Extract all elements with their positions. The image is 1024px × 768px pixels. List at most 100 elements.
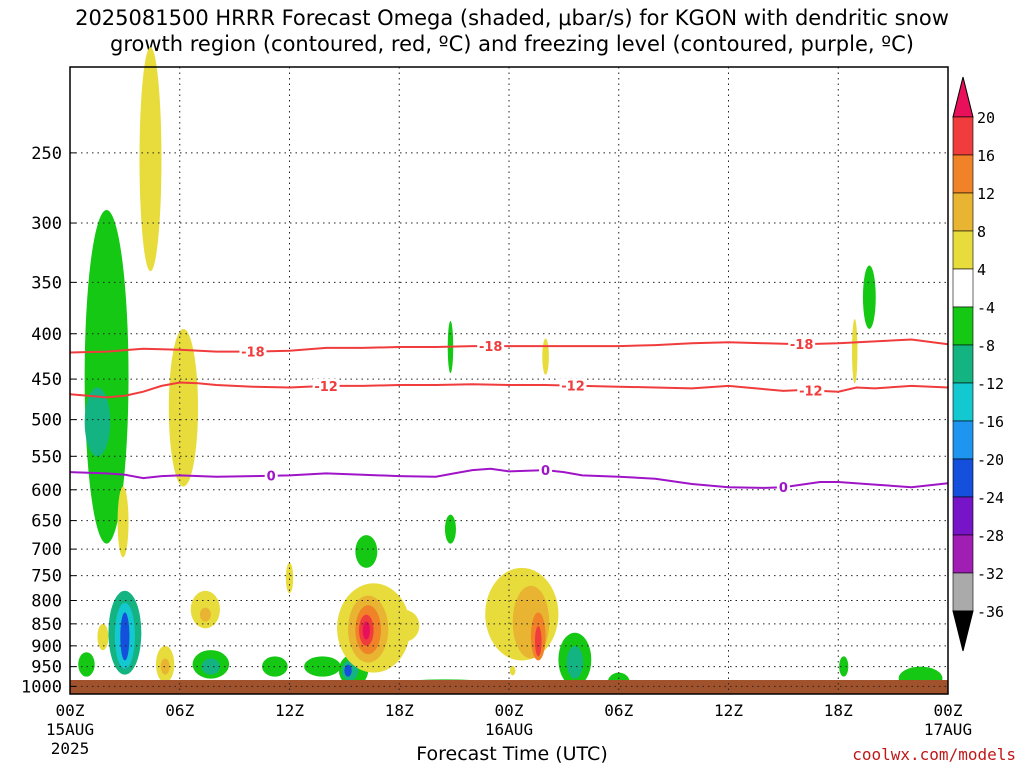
colorbar-swatch (952, 344, 974, 384)
colorbar-label: 8 (977, 223, 986, 241)
contour-label-bg (559, 378, 587, 393)
x-tick-date: 16AUG (485, 720, 533, 739)
chart-title-line-2: growth region (contoured, red, ºC) and f… (110, 32, 914, 56)
omega-region-3 (168, 328, 199, 487)
omega-region-0 (84, 209, 129, 544)
colorbar-label: -36 (977, 603, 1004, 621)
x-tick-date: 15AUG (46, 720, 94, 739)
omega-region-4 (117, 486, 129, 558)
x-tick-label: 12Z (275, 701, 304, 720)
colorbar-swatch (952, 382, 974, 422)
omega-region-11 (160, 658, 170, 675)
contour-line-0 (69, 338, 949, 354)
omega-region-9 (78, 652, 95, 677)
contour-label-bg (312, 378, 340, 393)
omega-region-13 (199, 607, 211, 622)
x-tick-label: 00Z (495, 701, 524, 720)
contour-label-bg (239, 344, 267, 359)
colorbar: 20 16 12 8 4 -4 -8 -12 -16 -20 -24 -28 -32 -36 (952, 76, 1004, 652)
chart-title-line-1: 2025081500 HRRR Forecast Omega (shaded, … (75, 6, 949, 30)
colorbar-label: 16 (977, 147, 995, 165)
y-tick-label: 250 (31, 144, 62, 164)
omega-region-27 (362, 621, 370, 640)
omega-region-36 (534, 626, 542, 657)
x-tick-label: 06Z (604, 701, 633, 720)
contour-label: -12 (314, 380, 338, 395)
omega-region-22 (355, 535, 378, 568)
colorbar-label: -32 (977, 565, 1004, 583)
contour-label-bg (477, 339, 505, 354)
contour-label: -18 (790, 338, 814, 353)
colorbar-swatch (952, 116, 974, 156)
plot-frame (69, 66, 949, 695)
contour-label: -18 (241, 346, 265, 361)
y-tick-label: 800 (31, 592, 62, 612)
x-tick-year: 2025 (51, 739, 90, 758)
omega-region-8 (97, 623, 109, 651)
colorbar-swatch (952, 572, 974, 612)
y-tick-label: 550 (31, 447, 62, 467)
contour-label-bg (264, 468, 278, 483)
x-axis-title: Forecast Time (UTC) (416, 743, 608, 765)
colorbar-label: 12 (977, 185, 995, 203)
omega-region-43 (839, 656, 849, 677)
colorbar-top-arrow (952, 76, 974, 118)
x-tick-date: 17AUG (924, 720, 972, 739)
omega-region-28 (390, 610, 420, 642)
omega-region-32 (542, 338, 549, 375)
colorbar-label: -20 (977, 451, 1004, 469)
colorbar-label: -4 (977, 299, 995, 317)
omega-region-41 (862, 265, 876, 329)
contour-label-bg (797, 383, 825, 398)
x-tick-label: 06Z (165, 701, 194, 720)
colorbar-label: -28 (977, 527, 1004, 545)
ground-strip (70, 680, 948, 694)
y-tick-label: 500 (31, 411, 62, 431)
contour-label: -12 (561, 380, 585, 395)
contour-line-2 (69, 467, 949, 489)
y-axis: 2503003504004505005506006507007508008509… (21, 144, 76, 697)
omega-region-1 (84, 387, 111, 457)
contour-label-bg (776, 480, 790, 495)
omega-region-37 (509, 665, 516, 676)
contour-label: -12 (799, 384, 823, 399)
credit-text: coolwx.com/models (852, 745, 1016, 764)
colorbar-label: -8 (977, 337, 995, 355)
omega-region-7 (120, 612, 130, 661)
contour-label: 0 (267, 470, 276, 485)
x-tick-label: 18Z (824, 701, 853, 720)
x-tick-label: 12Z (714, 701, 743, 720)
colorbar-label: 4 (977, 261, 986, 279)
colorbar-swatch (952, 154, 974, 194)
x-tick-label: 00Z (56, 701, 85, 720)
colorbar-swatch (952, 306, 974, 346)
omega-region-2 (139, 47, 162, 272)
y-tick-label: 350 (31, 273, 62, 293)
y-tick-label: 300 (31, 214, 62, 234)
y-tick-label: 900 (31, 637, 62, 657)
colorbar-swatch (952, 230, 974, 270)
x-tick-label: 00Z (934, 701, 963, 720)
colorbar-label: -16 (977, 413, 1004, 431)
y-tick-label: 850 (31, 615, 62, 635)
contour-label: -18 (479, 340, 503, 355)
omega-shading (78, 47, 943, 694)
y-tick-label: 400 (31, 325, 62, 345)
colorbar-swatch (952, 268, 974, 308)
omega-region-31 (444, 514, 456, 544)
colorbar-swatch (952, 496, 974, 536)
omega-region-15 (201, 658, 220, 675)
omega-region-39 (566, 645, 584, 679)
contour-label-bg (788, 337, 816, 352)
omega-region-42 (851, 319, 858, 384)
y-tick-label: 600 (31, 481, 62, 501)
colorbar-swatch (952, 534, 974, 574)
y-tick-label: 1000 (21, 677, 62, 697)
omega-region-21 (344, 664, 352, 677)
colorbar-swatch (952, 420, 974, 460)
y-tick-label: 450 (31, 370, 62, 390)
colorbar-label: -24 (977, 489, 1004, 507)
omega-region-18 (304, 656, 341, 677)
colorbar-label: -12 (977, 375, 1004, 393)
